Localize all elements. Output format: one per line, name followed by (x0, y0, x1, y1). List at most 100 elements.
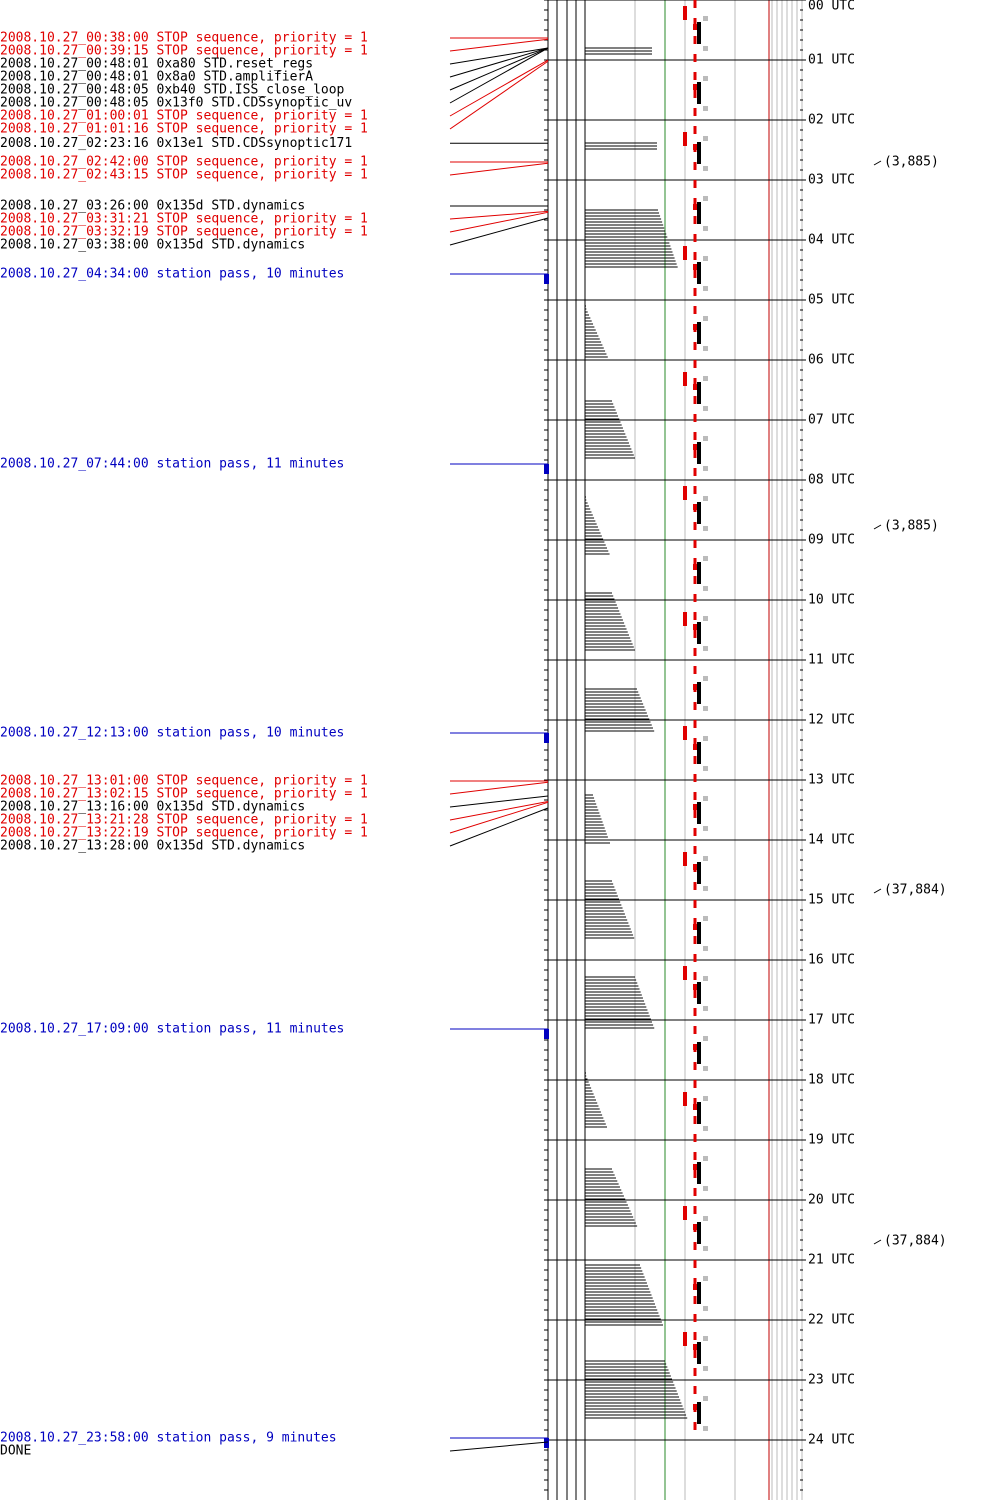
annotation-tick (873, 524, 882, 530)
connector (449, 781, 549, 795)
event-text: 2008.10.27_01:01:16 STOP sequence, prior… (0, 122, 368, 137)
event-text: 2008.10.27_00:48:05 0x13f0 STD.CDSsynopt… (0, 96, 352, 111)
event-text: 2008.10.27_03:31:21 STOP sequence, prior… (0, 212, 368, 227)
event-text: 2008.10.27_00:38:00 STOP sequence, prior… (0, 31, 368, 46)
annotation: (37,884) (884, 1234, 947, 1249)
event-text: 2008.10.27_02:43:15 STOP sequence, prior… (0, 168, 368, 183)
marker (703, 676, 708, 681)
annotation-tick (873, 888, 882, 894)
hour-label: 01 UTC (808, 53, 855, 68)
marker (703, 106, 708, 111)
event-text: 2008.10.27_13:01:00 STOP sequence, prior… (0, 774, 368, 789)
marker (703, 286, 708, 291)
marker (703, 76, 708, 81)
hour-label: 03 UTC (808, 173, 855, 188)
marker (703, 466, 708, 471)
marker (703, 1006, 708, 1011)
marker (697, 622, 701, 644)
event-text: 2008.10.27_00:48:05 0xb40 STD.ISS_close_… (0, 83, 345, 98)
marker (697, 82, 701, 104)
marker (697, 1042, 701, 1064)
marker (693, 444, 697, 450)
marker (693, 624, 697, 630)
connector (449, 47, 549, 78)
connector (449, 59, 549, 117)
hour-label: 00 UTC (808, 0, 855, 14)
marker (693, 84, 697, 90)
pass-marker (544, 733, 549, 743)
event-text: 2008.10.27_13:02:15 STOP sequence, prior… (0, 787, 368, 802)
marker (693, 264, 697, 270)
marker (703, 556, 708, 561)
marker (693, 564, 697, 570)
marker (703, 1306, 708, 1311)
event-text: 2008.10.27_17:09:00 station pass, 11 min… (0, 1022, 344, 1037)
hour-label: 24 UTC (808, 1433, 855, 1448)
hour-label: 13 UTC (808, 773, 855, 788)
marker (697, 322, 701, 344)
marker (683, 1206, 687, 1220)
annotation: (3,885) (884, 155, 939, 170)
marker (683, 1092, 687, 1106)
marker (703, 16, 708, 21)
marker (703, 316, 708, 321)
marker (693, 24, 697, 30)
marker (683, 612, 687, 626)
marker (697, 1402, 701, 1424)
hour-label: 04 UTC (808, 233, 855, 248)
event-text: 2008.10.27_04:34:00 station pass, 10 min… (0, 267, 344, 282)
hour-label: 06 UTC (808, 353, 855, 368)
marker (703, 1246, 708, 1251)
hour-label: 23 UTC (808, 1373, 855, 1388)
event-text: 2008.10.27_12:13:00 station pass, 10 min… (0, 726, 344, 741)
hour-label: 05 UTC (808, 293, 855, 308)
marker (697, 22, 701, 44)
annotation-tick (873, 1239, 882, 1245)
marker (703, 196, 708, 201)
marker (683, 852, 687, 866)
marker (703, 406, 708, 411)
marker (693, 204, 697, 210)
hour-label: 07 UTC (808, 413, 855, 428)
event-text: 2008.10.27_23:58:00 station pass, 9 minu… (0, 1431, 337, 1446)
marker (693, 744, 697, 750)
marker (697, 142, 701, 164)
event-text: 2008.10.27_13:16:00 0x135d STD.dynamics (0, 800, 305, 815)
connector (449, 800, 549, 821)
marker (703, 166, 708, 171)
marker (703, 1426, 708, 1431)
event-text: 2008.10.27_00:48:01 0xa80 STD.reset_regs (0, 57, 313, 72)
hour-label: 10 UTC (808, 593, 855, 608)
marker (703, 826, 708, 831)
event-text: 2008.10.27_07:44:00 station pass, 11 min… (0, 457, 344, 472)
event-text: 2008.10.27_00:48:01 0x8a0 STD.amplifierA (0, 70, 313, 85)
marker (697, 982, 701, 1004)
hour-label: 14 UTC (808, 833, 855, 848)
event-text: 2008.10.27_13:28:00 0x135d STD.dynamics (0, 839, 305, 854)
annotation: (3,885) (884, 519, 939, 534)
event-text: 2008.10.27_03:26:00 0x135d STD.dynamics (0, 199, 305, 214)
marker (703, 1126, 708, 1131)
marker (703, 736, 708, 741)
annotation-tick (873, 160, 882, 166)
marker (697, 442, 701, 464)
connector (449, 47, 549, 91)
event-text: 2008.10.27_13:22:19 STOP sequence, prior… (0, 826, 368, 841)
connector (449, 47, 549, 65)
marker (703, 1096, 708, 1101)
event-text: 2008.10.27_13:21:28 STOP sequence, prior… (0, 813, 368, 828)
connector (449, 795, 549, 808)
marker (703, 1396, 708, 1401)
marker (697, 1102, 701, 1124)
marker (697, 922, 701, 944)
marker (703, 886, 708, 891)
marker (697, 562, 701, 584)
connector (449, 801, 549, 834)
marker (703, 976, 708, 981)
connector (449, 1441, 549, 1452)
marker (703, 766, 708, 771)
event-text: 2008.10.27_03:32:19 STOP sequence, prior… (0, 225, 368, 240)
event-text: 2008.10.27_02:42:00 STOP sequence, prior… (0, 155, 368, 170)
hour-label: 15 UTC (808, 893, 855, 908)
